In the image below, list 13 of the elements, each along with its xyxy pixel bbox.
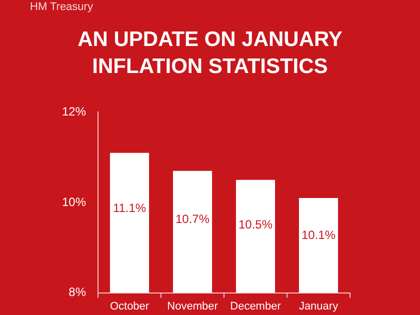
y-tick-label: 12% [62, 104, 86, 119]
x-tick-label: December [230, 300, 282, 312]
y-tick-label: 8% [68, 285, 86, 300]
data-label: 11.1% [112, 201, 146, 216]
data-label: 10.1% [301, 228, 336, 242]
x-tick-label: October [110, 300, 150, 312]
text: HM Treasury [30, 1, 93, 13]
data-label: 10.5% [238, 217, 273, 232]
x-tick-label: November [167, 300, 218, 312]
data-label: 10.7% [175, 212, 210, 226]
x-tick-label: January [298, 300, 339, 312]
y-tick-label: 10% [62, 194, 86, 209]
chart-title: AN UPDATE ON JANUARY INFLATION STATISTICS [76, 27, 344, 80]
